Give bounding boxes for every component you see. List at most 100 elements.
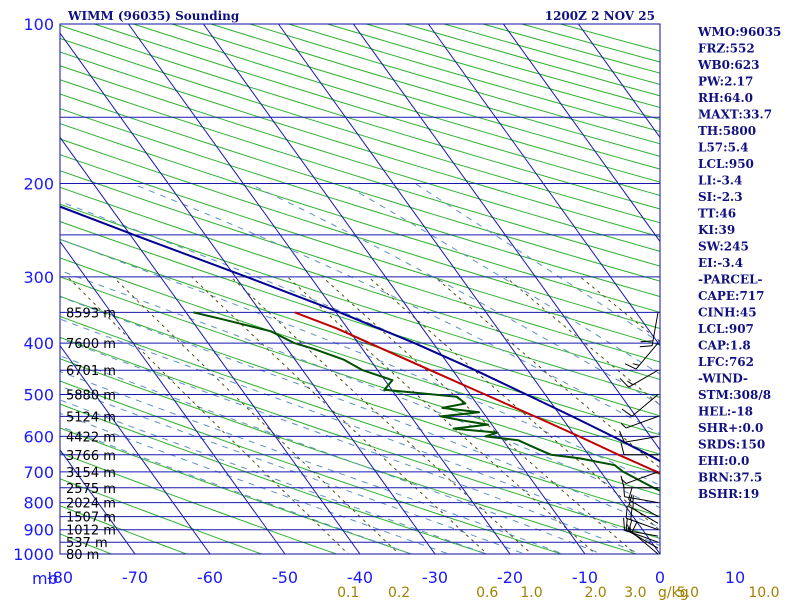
wind-barb: [625, 505, 659, 531]
dry-adiabat-line: [60, 93, 660, 282]
isotherm-line: [202, 24, 586, 554]
dry-adiabat-line: [60, 478, 263, 554]
index-value: KI:39: [698, 223, 735, 237]
dry-adiabat-line: [60, 380, 564, 554]
temperature-tick-label: -50: [272, 568, 298, 587]
dry-adiabats: [60, 24, 660, 554]
dry-adiabat-line: [60, 221, 660, 417]
isotherm-line: [60, 240, 286, 554]
dry-adiabat-line: [60, 154, 660, 346]
mixing-ratio-tick-label: 2.0: [584, 585, 606, 600]
index-value: -WIND-: [698, 372, 748, 386]
dry-adiabat-line: [60, 358, 639, 554]
mixing-ratio-lines: [67, 276, 660, 554]
wind-barb: [619, 369, 659, 388]
mixing-ratio-line: [230, 276, 533, 554]
index-value: TH:5800: [698, 124, 756, 138]
mixing-ratio-tick-label: 1.0: [520, 585, 542, 600]
wind-barb: [620, 475, 658, 489]
temperature-tick-label: -60: [197, 568, 223, 587]
chart-title: WIMM (96035) Sounding: [67, 9, 240, 23]
index-value: PW:2.17: [698, 75, 753, 89]
mixing-ratio-line: [112, 276, 400, 554]
mixing-ratio-line: [434, 276, 660, 469]
temperature-tick-label: -40: [347, 568, 373, 587]
dry-adiabat-line: [60, 170, 660, 363]
wind-barbs: [619, 312, 659, 555]
wind-barb: [620, 415, 659, 429]
height-label: 7600 m: [66, 337, 116, 352]
mixing-ratio-tick-label: 5.0: [677, 585, 699, 600]
pressure-tick-label: 900: [23, 521, 54, 540]
mixing-ratio-line: [368, 276, 660, 531]
index-value: HEL:-18: [698, 405, 753, 419]
index-value: LFC:762: [698, 355, 754, 369]
moist-adiabat-line: [60, 399, 489, 554]
dry-adiabat-line: [60, 427, 413, 554]
dry-adiabat-line: [60, 203, 660, 398]
isotherm-line: [60, 344, 211, 554]
temperature-tick-label: -30: [422, 568, 448, 587]
pressure-tick-label: 700: [23, 463, 54, 482]
mixing-ratio-line: [191, 276, 488, 554]
index-value: WMO:96035: [697, 25, 781, 39]
height-label: 3154 m: [66, 466, 116, 481]
mixing-ratio-tick-labels: 0.10.20.61.02.03.05.010.020.040: [337, 585, 779, 600]
wind-barb: [621, 394, 659, 417]
y-axis-label: mb: [32, 569, 58, 588]
height-label: 2575 m: [66, 482, 116, 497]
moist-adiabat-line: [60, 412, 451, 554]
index-value: CAP:1.8: [698, 339, 751, 353]
dry-adiabat-line: [60, 108, 660, 298]
pressure-tick-label: 600: [23, 427, 54, 446]
index-value: MAXT:33.7: [698, 108, 772, 122]
mixing-ratio-line: [505, 276, 660, 406]
height-label: 537 m: [66, 536, 108, 551]
index-value: -PARCEL-: [698, 273, 763, 287]
moist-adiabat-line: [60, 425, 413, 554]
pressure-tick-label: 400: [23, 334, 54, 353]
wind-barb: [639, 312, 659, 348]
isobars: [60, 24, 660, 554]
index-value: LCL:907: [698, 322, 754, 336]
wind-barb: [620, 442, 658, 456]
wind-barb: [620, 471, 659, 484]
temperature-tick-labels: -80-70-60-50-40-30-20-100102030: [47, 568, 800, 587]
mixing-ratio-tick-label: 3.0: [624, 585, 646, 600]
parcel-profile-line: [60, 205, 660, 463]
isotherm-line: [127, 24, 511, 554]
pressure-tick-label: 100: [23, 15, 54, 34]
isotherm-line: [577, 24, 660, 139]
profile-series: [60, 205, 660, 492]
moist-adiabat-line: [60, 371, 565, 554]
temperature-tick-label: 0: [655, 568, 665, 587]
index-value: FRZ:552: [698, 42, 755, 56]
mixing-ratio-tick-label: 0.2: [388, 585, 410, 600]
moist-adiabat-line: [131, 183, 660, 435]
pressure-tick-label: 800: [23, 494, 54, 513]
wind-barb: [624, 342, 659, 370]
index-value: SRDS:150: [698, 438, 765, 452]
indices-panel: WMO:96035 FRZ:552 WB0:623 PW:2.17 RH:64.0 MAX…: [697, 25, 781, 501]
moist-adiabat-line: [60, 338, 643, 554]
temperature-profile-line: [294, 311, 660, 475]
isotherm-line: [352, 24, 660, 451]
isotherm-line: [60, 448, 136, 554]
mixing-ratio-line: [287, 276, 597, 554]
temperature-tick-label: -10: [572, 568, 598, 587]
height-label: 80 m: [66, 548, 99, 563]
temperature-tick-label: -20: [497, 568, 523, 587]
plot-frame: [59, 23, 661, 555]
height-label: 3766 m: [66, 449, 116, 464]
index-value: SHR+:0.0: [698, 421, 763, 435]
mixing-ratio-tick-label: 0.6: [476, 585, 498, 600]
dry-adiabat-line: [60, 123, 660, 313]
isotherms: [60, 24, 660, 554]
isotherm-line: [60, 32, 436, 554]
temperature-tick-label: 10: [725, 568, 745, 587]
wind-barb: [623, 517, 659, 537]
height-label: 5880 m: [66, 389, 116, 404]
isotherm-line: [60, 136, 361, 554]
moist-adiabat-line: [60, 238, 660, 486]
